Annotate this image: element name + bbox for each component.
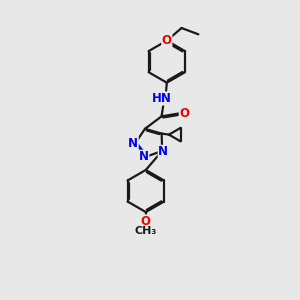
Text: HN: HN — [152, 92, 172, 105]
Text: O: O — [162, 34, 172, 47]
Text: O: O — [179, 107, 189, 120]
Text: N: N — [139, 150, 149, 163]
Text: O: O — [141, 215, 151, 228]
Text: N: N — [158, 146, 168, 158]
Text: N: N — [128, 137, 138, 150]
Text: CH₃: CH₃ — [135, 226, 157, 236]
